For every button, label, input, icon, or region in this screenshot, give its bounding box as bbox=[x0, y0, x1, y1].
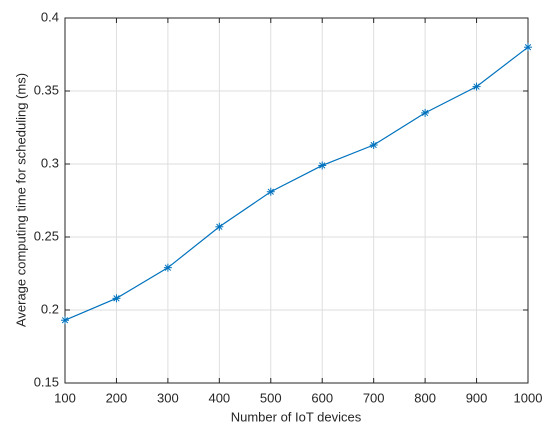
y-tick-label: 0.25 bbox=[34, 228, 59, 243]
data-point bbox=[421, 108, 430, 117]
x-tick-label: 800 bbox=[414, 390, 436, 405]
x-tick-label: 900 bbox=[466, 390, 488, 405]
marker-stroke bbox=[421, 109, 429, 117]
x-tick-label: 400 bbox=[208, 390, 230, 405]
y-tick-label: 0.2 bbox=[41, 301, 59, 316]
data-point bbox=[215, 222, 224, 231]
data-line bbox=[64, 46, 529, 321]
marker-stroke bbox=[319, 162, 326, 169]
marker-stroke bbox=[216, 223, 223, 230]
data-point bbox=[61, 316, 69, 325]
x-axis-label: Number of IoT devices bbox=[231, 409, 362, 424]
data-point bbox=[266, 187, 275, 196]
marker-stroke bbox=[164, 264, 172, 271]
y-axis-label: Average computing time for scheduling (m… bbox=[13, 73, 28, 327]
marker-stroke bbox=[370, 141, 377, 149]
y-tick-label: 0.35 bbox=[34, 82, 59, 97]
data-point bbox=[369, 141, 378, 150]
x-tick-label: 1000 bbox=[514, 390, 543, 405]
data-point bbox=[163, 263, 172, 272]
data-point bbox=[524, 43, 532, 52]
x-tick-label: 200 bbox=[106, 390, 128, 405]
plot-frame bbox=[64, 17, 529, 384]
marker-stroke bbox=[61, 317, 69, 324]
x-tick-label: 500 bbox=[260, 390, 282, 405]
marker-stroke bbox=[113, 295, 120, 302]
data-point bbox=[112, 294, 121, 303]
y-tick-label: 0.3 bbox=[41, 155, 59, 170]
data-point bbox=[472, 82, 481, 91]
marker-stroke bbox=[524, 44, 532, 51]
y-tick-label: 0.15 bbox=[34, 374, 59, 389]
x-tick-label: 600 bbox=[311, 390, 333, 405]
x-tick-label: 700 bbox=[363, 390, 385, 405]
marker-stroke bbox=[473, 83, 480, 90]
marker-stroke bbox=[267, 188, 274, 195]
x-tick-label: 100 bbox=[54, 390, 76, 405]
y-tick-label: 0.4 bbox=[41, 9, 59, 24]
data-point bbox=[318, 161, 327, 170]
x-tick-label: 300 bbox=[157, 390, 179, 405]
